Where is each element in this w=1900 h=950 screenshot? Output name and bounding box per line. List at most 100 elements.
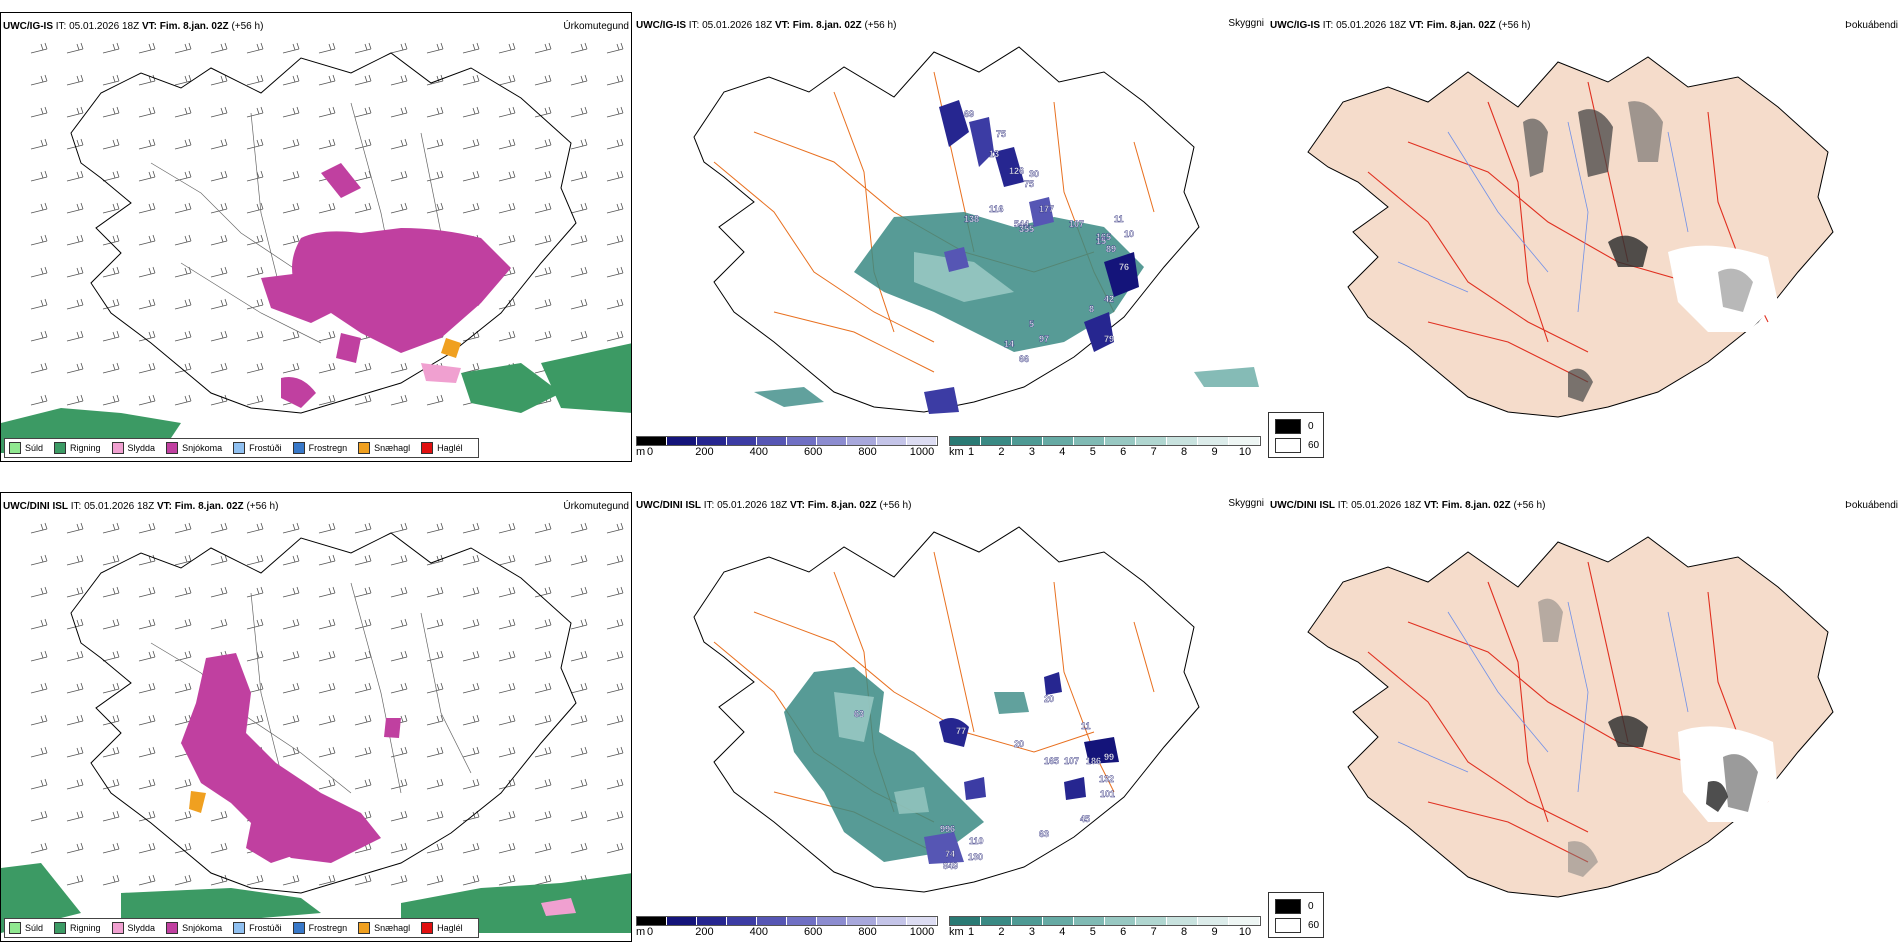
cloudbase-value-label: 66 — [1019, 354, 1029, 364]
colorbar-tick-label: 9 — [1211, 926, 1218, 938]
init-time: IT: 05.01.2026 18Z — [703, 500, 788, 511]
cloudbase-value-label: 30 — [1029, 169, 1039, 179]
cloudbase-value-label: 63 — [854, 709, 864, 719]
wind-barb — [606, 746, 624, 758]
fog-legend-value: 0 — [1308, 901, 1314, 912]
wind-barb — [102, 746, 120, 758]
cloudbase-value-label: 110 — [969, 836, 984, 846]
lead-time: (+56 h) — [864, 20, 897, 31]
wind-barb — [138, 74, 156, 86]
wind-barb — [66, 522, 84, 534]
wind-barb — [534, 522, 552, 534]
wind-barb — [498, 618, 516, 630]
valid-time: VT: Fim. 8.jan. 02Z — [774, 20, 862, 31]
wind-barb — [138, 170, 156, 182]
wind-barb — [534, 42, 552, 54]
wind-barb — [354, 586, 372, 598]
colorbar-segment — [1043, 917, 1074, 925]
colorbar-tick-label: 1 — [967, 926, 975, 938]
colorbar-segment — [637, 917, 667, 925]
wind-barb — [138, 298, 156, 310]
wind-barb — [606, 714, 624, 726]
legend-label: Súld — [25, 443, 44, 453]
cloudbase-value-label: 165 — [1096, 232, 1111, 242]
wind-barb — [282, 746, 300, 758]
wind-barb — [390, 42, 408, 54]
colorbar-tick-label: 10 — [1238, 926, 1252, 938]
wind-barb — [30, 202, 48, 214]
wind-barb — [174, 106, 192, 118]
wind-barb — [534, 714, 552, 726]
wind-barb — [210, 586, 228, 598]
legend-swatch — [358, 922, 371, 934]
wind-barb — [210, 842, 228, 854]
colorbar-segment — [877, 437, 907, 445]
legend-item: Rigning — [54, 442, 101, 454]
wind-barb — [102, 586, 120, 598]
legend-item: Frostregn — [292, 442, 347, 454]
cloudbase-value-label: 10 — [1124, 229, 1134, 239]
wind-barb — [30, 650, 48, 662]
colorbar-tick-label: 3 — [1028, 446, 1035, 458]
colorbar-tick-label: 9 — [1211, 446, 1218, 458]
colorbar-segment — [697, 437, 727, 445]
wind-barb — [66, 650, 84, 662]
legend-label: Slydda — [127, 923, 156, 933]
wind-barb — [102, 874, 120, 886]
wind-barb — [534, 234, 552, 246]
colorbar-tick-label: 7 — [1150, 926, 1157, 938]
cloud-map-canvas: 77 11 107 165 186 99 132 101 45 63 996 110 74 130 849 6… — [693, 526, 1200, 893]
wind-barb — [318, 106, 336, 118]
precip-map-canvas — [1, 42, 631, 453]
wind-barb — [174, 810, 192, 822]
cloud-visibility-map-row1: 69 75 13 126 30 75 116 138 544 177 355 107 165 15 11 10… — [634, 12, 1266, 462]
colorbar-segment — [950, 437, 981, 445]
wind-barb — [282, 234, 300, 246]
wind-barb — [354, 106, 372, 118]
wind-barb — [246, 74, 264, 86]
wind-barb — [282, 42, 300, 54]
cloudbase-value-label: 79 — [1104, 334, 1114, 344]
colorbar-segment — [1105, 917, 1136, 925]
cloudbase-value-label: 76 — [1119, 262, 1129, 272]
model-name: UWC/DINI ISL — [1270, 500, 1335, 511]
precip-legend: Súld Rigning Slydda Snjókoma Frostúði Frostre… — [4, 438, 479, 458]
colorbar-tick-label: 200 — [695, 926, 714, 938]
wind-barb — [318, 138, 336, 150]
wind-barb — [606, 234, 624, 246]
wind-barb — [390, 618, 408, 630]
wind-barb — [570, 266, 588, 278]
cloudbase-value-label: 996 — [940, 824, 955, 834]
wind-barb — [390, 810, 408, 822]
wind-barb — [246, 42, 264, 54]
cloudbase-colorbar: m 0 200 400 600 800 1000 — [636, 436, 938, 460]
wind-barb — [282, 714, 300, 726]
wind-barb — [534, 202, 552, 214]
wind-barb — [210, 266, 228, 278]
panel-title-fog: Þokuábendi — [1845, 20, 1898, 31]
wind-barb — [102, 106, 120, 118]
wind-barb — [66, 42, 84, 54]
wind-barb — [174, 266, 192, 278]
wind-barb — [246, 618, 264, 630]
wind-barb — [426, 650, 444, 662]
colorbar-tick-label: 2 — [998, 926, 1005, 938]
colorbar-segment — [727, 437, 757, 445]
colorbar-segment — [1012, 917, 1043, 925]
wind-barb — [174, 170, 192, 182]
wind-barb — [138, 778, 156, 790]
wind-barb — [462, 554, 480, 566]
colorbar-tick-label: 1000 — [909, 446, 935, 458]
wind-barb — [534, 778, 552, 790]
fog-legend: 0 60 — [1268, 412, 1324, 458]
wind-barb — [534, 330, 552, 342]
wind-barb — [426, 202, 444, 214]
wind-barb — [210, 234, 228, 246]
wind-barb — [318, 586, 336, 598]
wind-barb — [138, 138, 156, 150]
cloudbase-value-label: 77 — [956, 726, 966, 736]
wind-barb — [354, 522, 372, 534]
wind-barb — [246, 650, 264, 662]
wind-barb — [318, 778, 336, 790]
wind-barb — [66, 74, 84, 86]
